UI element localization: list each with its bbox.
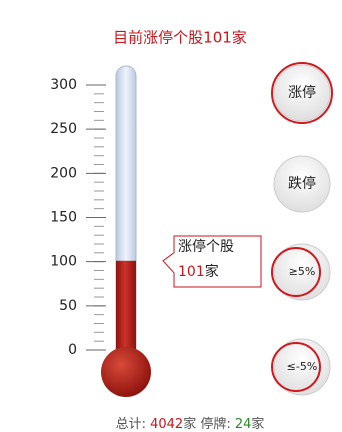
y-tick-label: 50 bbox=[59, 298, 77, 314]
footer-part: 4042 bbox=[150, 417, 183, 432]
callout-box bbox=[162, 235, 262, 288]
footer-part: 停牌: bbox=[196, 416, 235, 432]
chart-title: 目前涨停个股101家 bbox=[113, 29, 247, 47]
y-tick-label: 0 bbox=[68, 342, 77, 358]
button-ring[interactable] bbox=[271, 342, 321, 392]
button-face[interactable] bbox=[273, 64, 331, 122]
filter-button[interactable]: ≤-5% bbox=[271, 338, 331, 396]
footer-part: 家 bbox=[183, 416, 196, 432]
button-label[interactable]: ≤-5% bbox=[287, 360, 318, 373]
y-tick-label: 250 bbox=[50, 121, 77, 137]
filter-button[interactable]: 跌停 bbox=[273, 155, 331, 213]
button-label[interactable]: 跌停 bbox=[288, 175, 316, 192]
y-tick-label: 300 bbox=[50, 77, 77, 93]
button-ring[interactable] bbox=[271, 62, 333, 124]
mercury bbox=[116, 260, 136, 372]
bulb bbox=[101, 347, 151, 397]
button-ring[interactable] bbox=[271, 247, 321, 297]
callout: 涨停个股 101家 bbox=[162, 235, 262, 288]
y-tick-label: 100 bbox=[50, 254, 77, 270]
filter-button[interactable]: ≥5% bbox=[271, 243, 331, 301]
filter-button[interactable]: 涨停 bbox=[271, 62, 333, 124]
footer-part: 家 bbox=[251, 416, 264, 432]
button-label[interactable]: 涨停 bbox=[288, 84, 316, 101]
callout-value: 101家 bbox=[178, 263, 219, 280]
footer-part: 总计: bbox=[116, 417, 151, 432]
callout-unit: 家 bbox=[205, 263, 219, 280]
footer-part: 24 bbox=[235, 417, 252, 432]
button-label[interactable]: ≥5% bbox=[289, 265, 316, 278]
button-face[interactable] bbox=[273, 155, 331, 213]
callout-label: 涨停个股 bbox=[178, 238, 234, 255]
footer: 总计: 4042家 停牌: 24家 bbox=[116, 416, 265, 432]
y-tick-label: 200 bbox=[50, 165, 77, 181]
callout-number: 101 bbox=[178, 264, 205, 280]
y-tick-label: 150 bbox=[50, 210, 77, 226]
